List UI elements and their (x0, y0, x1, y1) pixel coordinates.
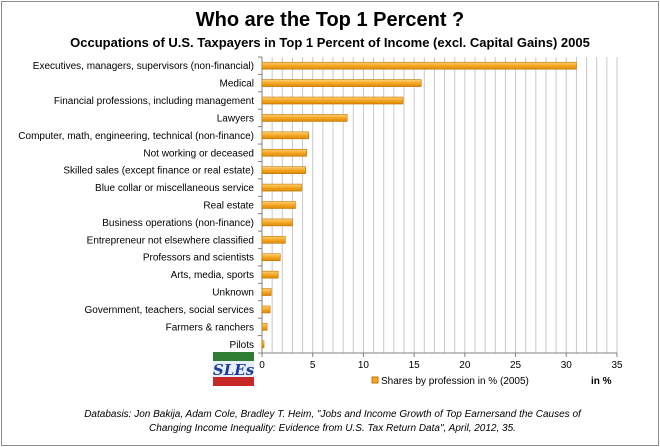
bar (261, 79, 422, 87)
bar (261, 288, 272, 296)
x-tick-label: 10 (358, 360, 370, 371)
bar (261, 323, 268, 331)
category-label: Real estate (203, 201, 254, 212)
bar (261, 270, 279, 279)
category-label: Skilled sales (except finance or real es… (63, 166, 254, 177)
x-tick-label: 0 (259, 360, 265, 371)
bar (261, 148, 307, 157)
category-label: Arts, media, sports (171, 270, 254, 281)
category-label: Business operations (non-finance) (102, 218, 254, 229)
category-labels: Executives, managers, supervisors (non-f… (18, 61, 254, 351)
category-label: Professors and scientists (143, 253, 254, 264)
bar (261, 114, 348, 122)
x-tick-label: 5 (310, 360, 316, 371)
category-label: Entrepreneur not elsewhere classified (87, 235, 254, 246)
x-axis-label: in % (591, 376, 612, 387)
category-label: Financial professions, including managem… (54, 96, 254, 107)
x-tick-label: 30 (561, 360, 573, 371)
bar (261, 236, 286, 244)
category-label: Executives, managers, supervisors (non-f… (33, 61, 254, 72)
x-tick-label: 15 (409, 360, 421, 371)
bar (261, 253, 281, 262)
bar (261, 340, 265, 349)
category-label: Computer, math, engineering, technical (… (18, 131, 254, 142)
gridlines (271, 57, 618, 353)
legend-swatch (371, 376, 379, 384)
bar (261, 218, 293, 227)
x-tick-label: 20 (459, 360, 471, 371)
svg-text:SLEs: SLEs (213, 361, 254, 379)
bar (261, 131, 309, 140)
source-note: Databasis: Jon Bakija, Adam Cole, Bradle… (60, 408, 605, 436)
source-line-2: Changing Income Inequality: Evidence fro… (149, 423, 516, 434)
legend-label: Shares by profession in % (2005) (381, 376, 529, 387)
category-label: Lawyers (217, 113, 254, 124)
bar (261, 61, 577, 70)
category-label: Government, teachers, social services (84, 305, 254, 316)
category-label: Unknown (212, 288, 254, 299)
source-line-1: Databasis: Jon Bakija, Adam Cole, Bradle… (84, 409, 581, 420)
sles-logo: SLEs (213, 352, 255, 386)
chart-subtitle: Occupations of U.S. Taxpayers in Top 1 P… (70, 35, 590, 50)
legend: Shares by profession in % (2005) (371, 376, 529, 387)
category-label: Farmers & ranchers (166, 322, 254, 333)
chart-title: Who are the Top 1 Percent ? (195, 9, 465, 31)
category-label: Pilots (230, 340, 254, 351)
category-label: Not working or deceased (143, 148, 254, 159)
bar (261, 183, 302, 192)
bar (261, 166, 306, 174)
x-tick-label: 35 (611, 360, 623, 371)
bar (261, 96, 404, 105)
x-tick-labels: 0 5 10 15 20 25 30 35 (259, 360, 623, 371)
bar (261, 305, 271, 314)
x-tick-label: 25 (510, 360, 522, 371)
bar (261, 201, 296, 209)
category-label: Blue collar or miscellaneous service (95, 183, 254, 194)
bars (261, 61, 577, 349)
category-label: Medical (220, 79, 254, 90)
